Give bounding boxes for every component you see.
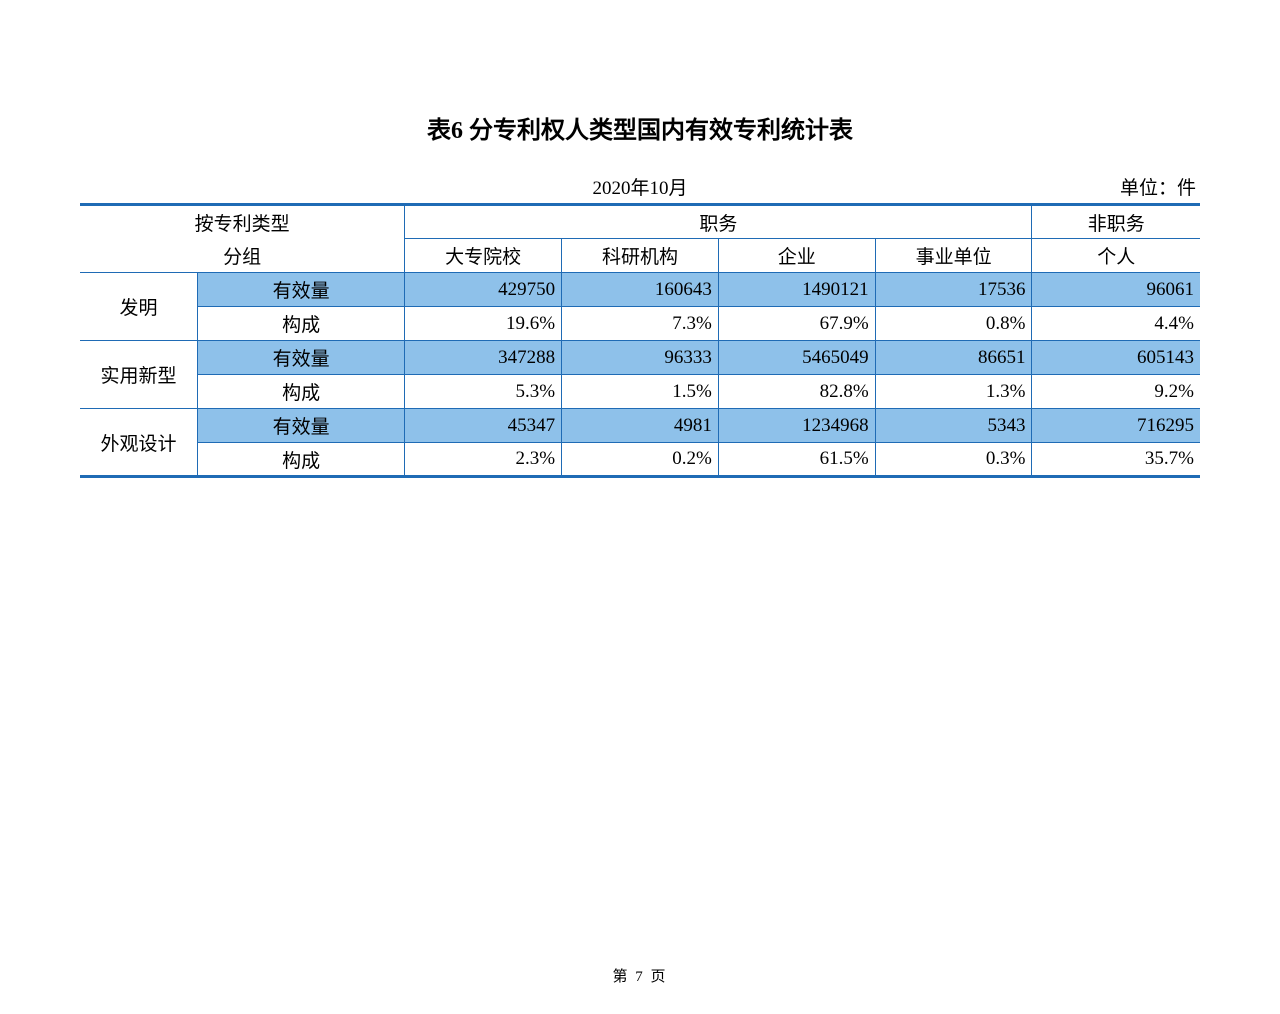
table-row: 构成 2.3% 0.2% 61.5% 0.3% 35.7% (80, 443, 1200, 477)
header-group-bottom: 分组 (80, 239, 405, 273)
unit-label: 单位：件 (1120, 173, 1196, 200)
cell-value: 0.2% (562, 443, 719, 477)
table-row: 外观设计 有效量 45347 4981 1234968 5343 716295 (80, 409, 1200, 443)
cell-label: 有效量 (198, 273, 405, 307)
cell-value: 82.8% (718, 375, 875, 409)
cell-value: 716295 (1032, 409, 1200, 443)
cell-label: 构成 (198, 307, 405, 341)
cell-value: 347288 (405, 341, 562, 375)
row-label-invention: 发明 (80, 273, 198, 341)
cell-value: 5.3% (405, 375, 562, 409)
cell-value: 35.7% (1032, 443, 1200, 477)
cell-label: 有效量 (198, 341, 405, 375)
cell-value: 4981 (562, 409, 719, 443)
cell-value: 1490121 (718, 273, 875, 307)
cell-value: 2.3% (405, 443, 562, 477)
table-row: 实用新型 有效量 347288 96333 5465049 86651 6051… (80, 341, 1200, 375)
cell-value: 7.3% (562, 307, 719, 341)
date-label: 2020年10月 (592, 173, 687, 200)
cell-value: 5465049 (718, 341, 875, 375)
cell-value: 86651 (875, 341, 1032, 375)
cell-value: 61.5% (718, 443, 875, 477)
cell-value: 1.5% (562, 375, 719, 409)
cell-value: 96333 (562, 341, 719, 375)
cell-label: 构成 (198, 375, 405, 409)
header-col4: 事业单位 (875, 239, 1032, 273)
row-label-utility: 实用新型 (80, 341, 198, 409)
cell-value: 605143 (1032, 341, 1200, 375)
cell-value: 4.4% (1032, 307, 1200, 341)
header-zhiwu: 职务 (405, 205, 1032, 239)
table-row: 发明 有效量 429750 160643 1490121 17536 96061 (80, 273, 1200, 307)
cell-label: 构成 (198, 443, 405, 477)
cell-value: 9.2% (1032, 375, 1200, 409)
cell-label: 有效量 (198, 409, 405, 443)
cell-value: 96061 (1032, 273, 1200, 307)
header-row-2: 分组 大专院校 科研机构 企业 事业单位 个人 (80, 239, 1200, 273)
cell-value: 0.8% (875, 307, 1032, 341)
cell-value: 0.3% (875, 443, 1032, 477)
cell-value: 67.9% (718, 307, 875, 341)
cell-value: 160643 (562, 273, 719, 307)
cell-value: 5343 (875, 409, 1032, 443)
header-col2: 科研机构 (562, 239, 719, 273)
table-row: 构成 5.3% 1.5% 82.8% 1.3% 9.2% (80, 375, 1200, 409)
cell-value: 17536 (875, 273, 1032, 307)
page-footer: 第 7 页 (0, 965, 1280, 986)
table-row: 构成 19.6% 7.3% 67.9% 0.8% 4.4% (80, 307, 1200, 341)
row-label-design: 外观设计 (80, 409, 198, 477)
cell-value: 1234968 (718, 409, 875, 443)
cell-value: 1.3% (875, 375, 1032, 409)
cell-value: 19.6% (405, 307, 562, 341)
patent-table: 按专利类型 职务 非职务 分组 大专院校 科研机构 企业 事业单位 个人 发明 … (80, 203, 1200, 478)
cell-value: 429750 (405, 273, 562, 307)
header-feizhiwu: 非职务 (1032, 205, 1200, 239)
table-title: 表6 分专利权人类型国内有效专利统计表 (80, 110, 1200, 145)
header-col5: 个人 (1032, 239, 1200, 273)
header-col3: 企业 (718, 239, 875, 273)
header-group-top: 按专利类型 (80, 205, 405, 239)
header-col1: 大专院校 (405, 239, 562, 273)
cell-value: 45347 (405, 409, 562, 443)
header-row-1: 按专利类型 职务 非职务 (80, 205, 1200, 239)
meta-row: 2020年10月 单位：件 (80, 173, 1200, 199)
